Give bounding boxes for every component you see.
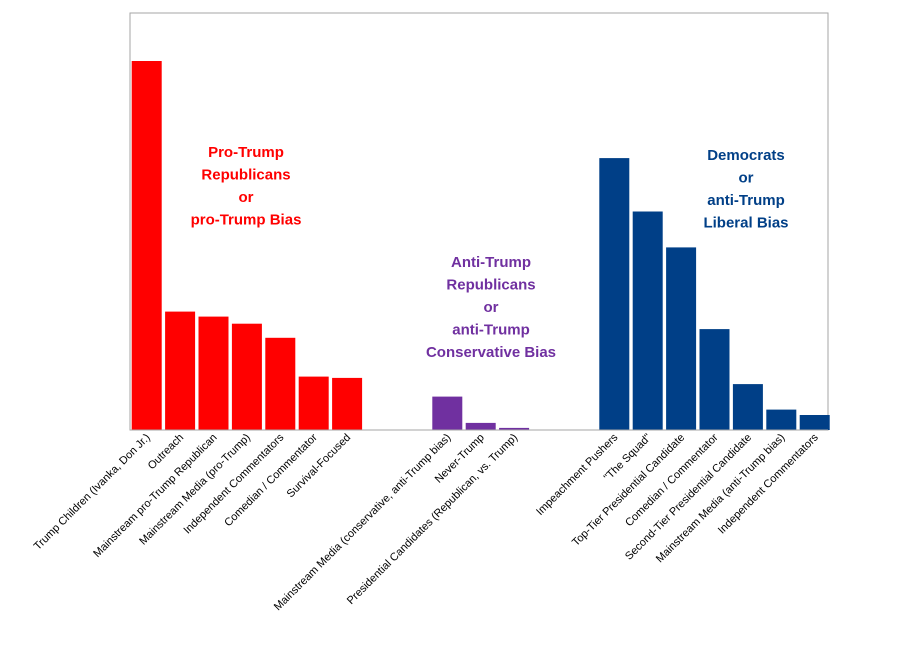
tick-labels-layer: Trump Children (Ivanka, Don Jr.)Outreach… <box>32 431 821 613</box>
bar <box>432 396 463 430</box>
group-label-line: or <box>739 170 754 187</box>
bar <box>131 61 162 430</box>
x-tick-label: Trump Children (Ivanka, Don Jr.) <box>32 432 153 553</box>
bar <box>198 316 229 430</box>
bar <box>632 211 663 430</box>
x-tick-label: Second-Tier Presidential Candidate <box>623 432 754 563</box>
x-tick-label: Mainstream pro-Trump Republican <box>91 432 219 560</box>
group-label-line: pro-Trump Bias <box>191 212 302 229</box>
group-label-line: Democrats <box>707 147 785 164</box>
group-label-line: Anti-Trump <box>451 254 531 271</box>
group-label-line: or <box>239 189 254 206</box>
bar <box>666 247 697 430</box>
group-label-line: Liberal Bias <box>703 215 788 232</box>
group-label-line: or <box>484 299 499 316</box>
group-label-line: Conservative Bias <box>426 344 556 361</box>
group-labels-layer: Pro-Trump Republicans or pro-Trump Bias Anti… <box>191 144 789 361</box>
bar <box>298 376 329 430</box>
bar <box>465 422 496 430</box>
bars-layer <box>131 61 830 430</box>
bar <box>499 427 530 430</box>
group-label-line: Republicans <box>446 277 535 294</box>
group-label-line: anti-Trump <box>452 322 530 339</box>
bar <box>231 323 262 430</box>
bar <box>799 415 830 430</box>
group-label-line: Pro-Trump <box>208 144 284 161</box>
group-label-line: anti-Trump <box>707 192 785 209</box>
x-tick-label: Survival-Focused <box>285 432 354 501</box>
group-label-line: Republicans <box>201 167 290 184</box>
bar <box>766 409 797 430</box>
bar <box>732 384 763 430</box>
bar <box>699 329 730 430</box>
bar <box>599 158 630 430</box>
bar <box>332 377 363 430</box>
bar <box>265 337 296 430</box>
bar <box>165 311 196 430</box>
